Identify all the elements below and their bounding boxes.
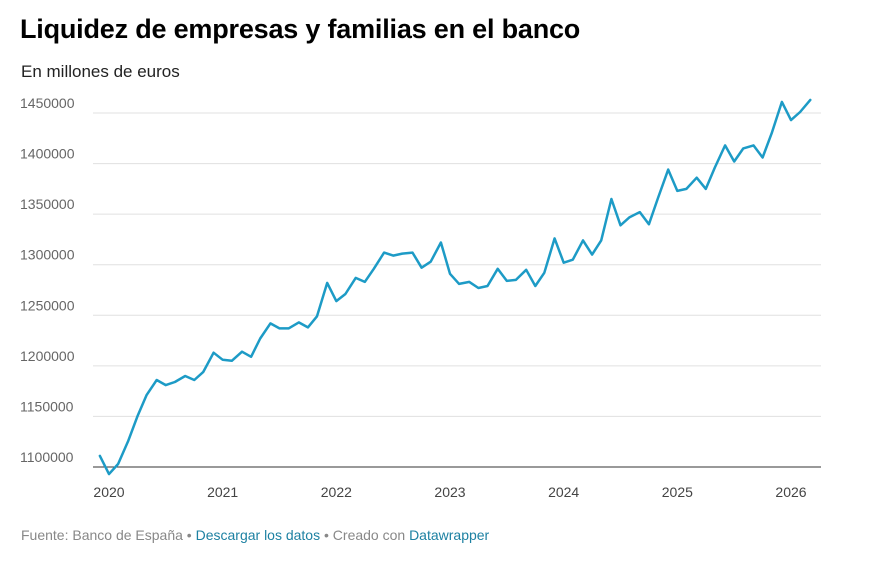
y-tick-label: 1100000 xyxy=(20,449,74,465)
source-text: Fuente: Banco de España xyxy=(21,527,183,543)
y-tick-label: 1200000 xyxy=(20,348,75,364)
series-line xyxy=(98,98,812,476)
x-tick-label: 2025 xyxy=(662,484,693,500)
y-tick-label: 1450000 xyxy=(20,95,75,111)
chart-title: Liquidez de empresas y familias en el ba… xyxy=(20,14,581,44)
datawrapper-link[interactable]: Datawrapper xyxy=(409,527,490,543)
created-with-text: • Creado con xyxy=(320,527,410,543)
y-tick-label: 1350000 xyxy=(20,196,75,212)
y-tick-label: 1400000 xyxy=(20,146,75,162)
footer: Fuente: Banco de España • Descargar los … xyxy=(21,527,489,543)
y-tick-label: 1300000 xyxy=(20,247,75,263)
x-tick-label: 2020 xyxy=(93,484,124,500)
y-tick-label: 1150000 xyxy=(20,398,74,414)
x-tick-label: 2023 xyxy=(434,484,465,500)
download-data-link[interactable]: Descargar los datos xyxy=(195,527,321,543)
y-tick-label: 1250000 xyxy=(20,297,75,313)
separator: • xyxy=(182,527,196,543)
x-tick-label: 2022 xyxy=(321,484,352,500)
chart-subtitle: En millones de euros xyxy=(21,62,180,81)
x-tick-label: 2026 xyxy=(775,484,806,500)
x-tick-label: 2024 xyxy=(548,484,579,500)
x-tick-label: 2021 xyxy=(207,484,238,500)
